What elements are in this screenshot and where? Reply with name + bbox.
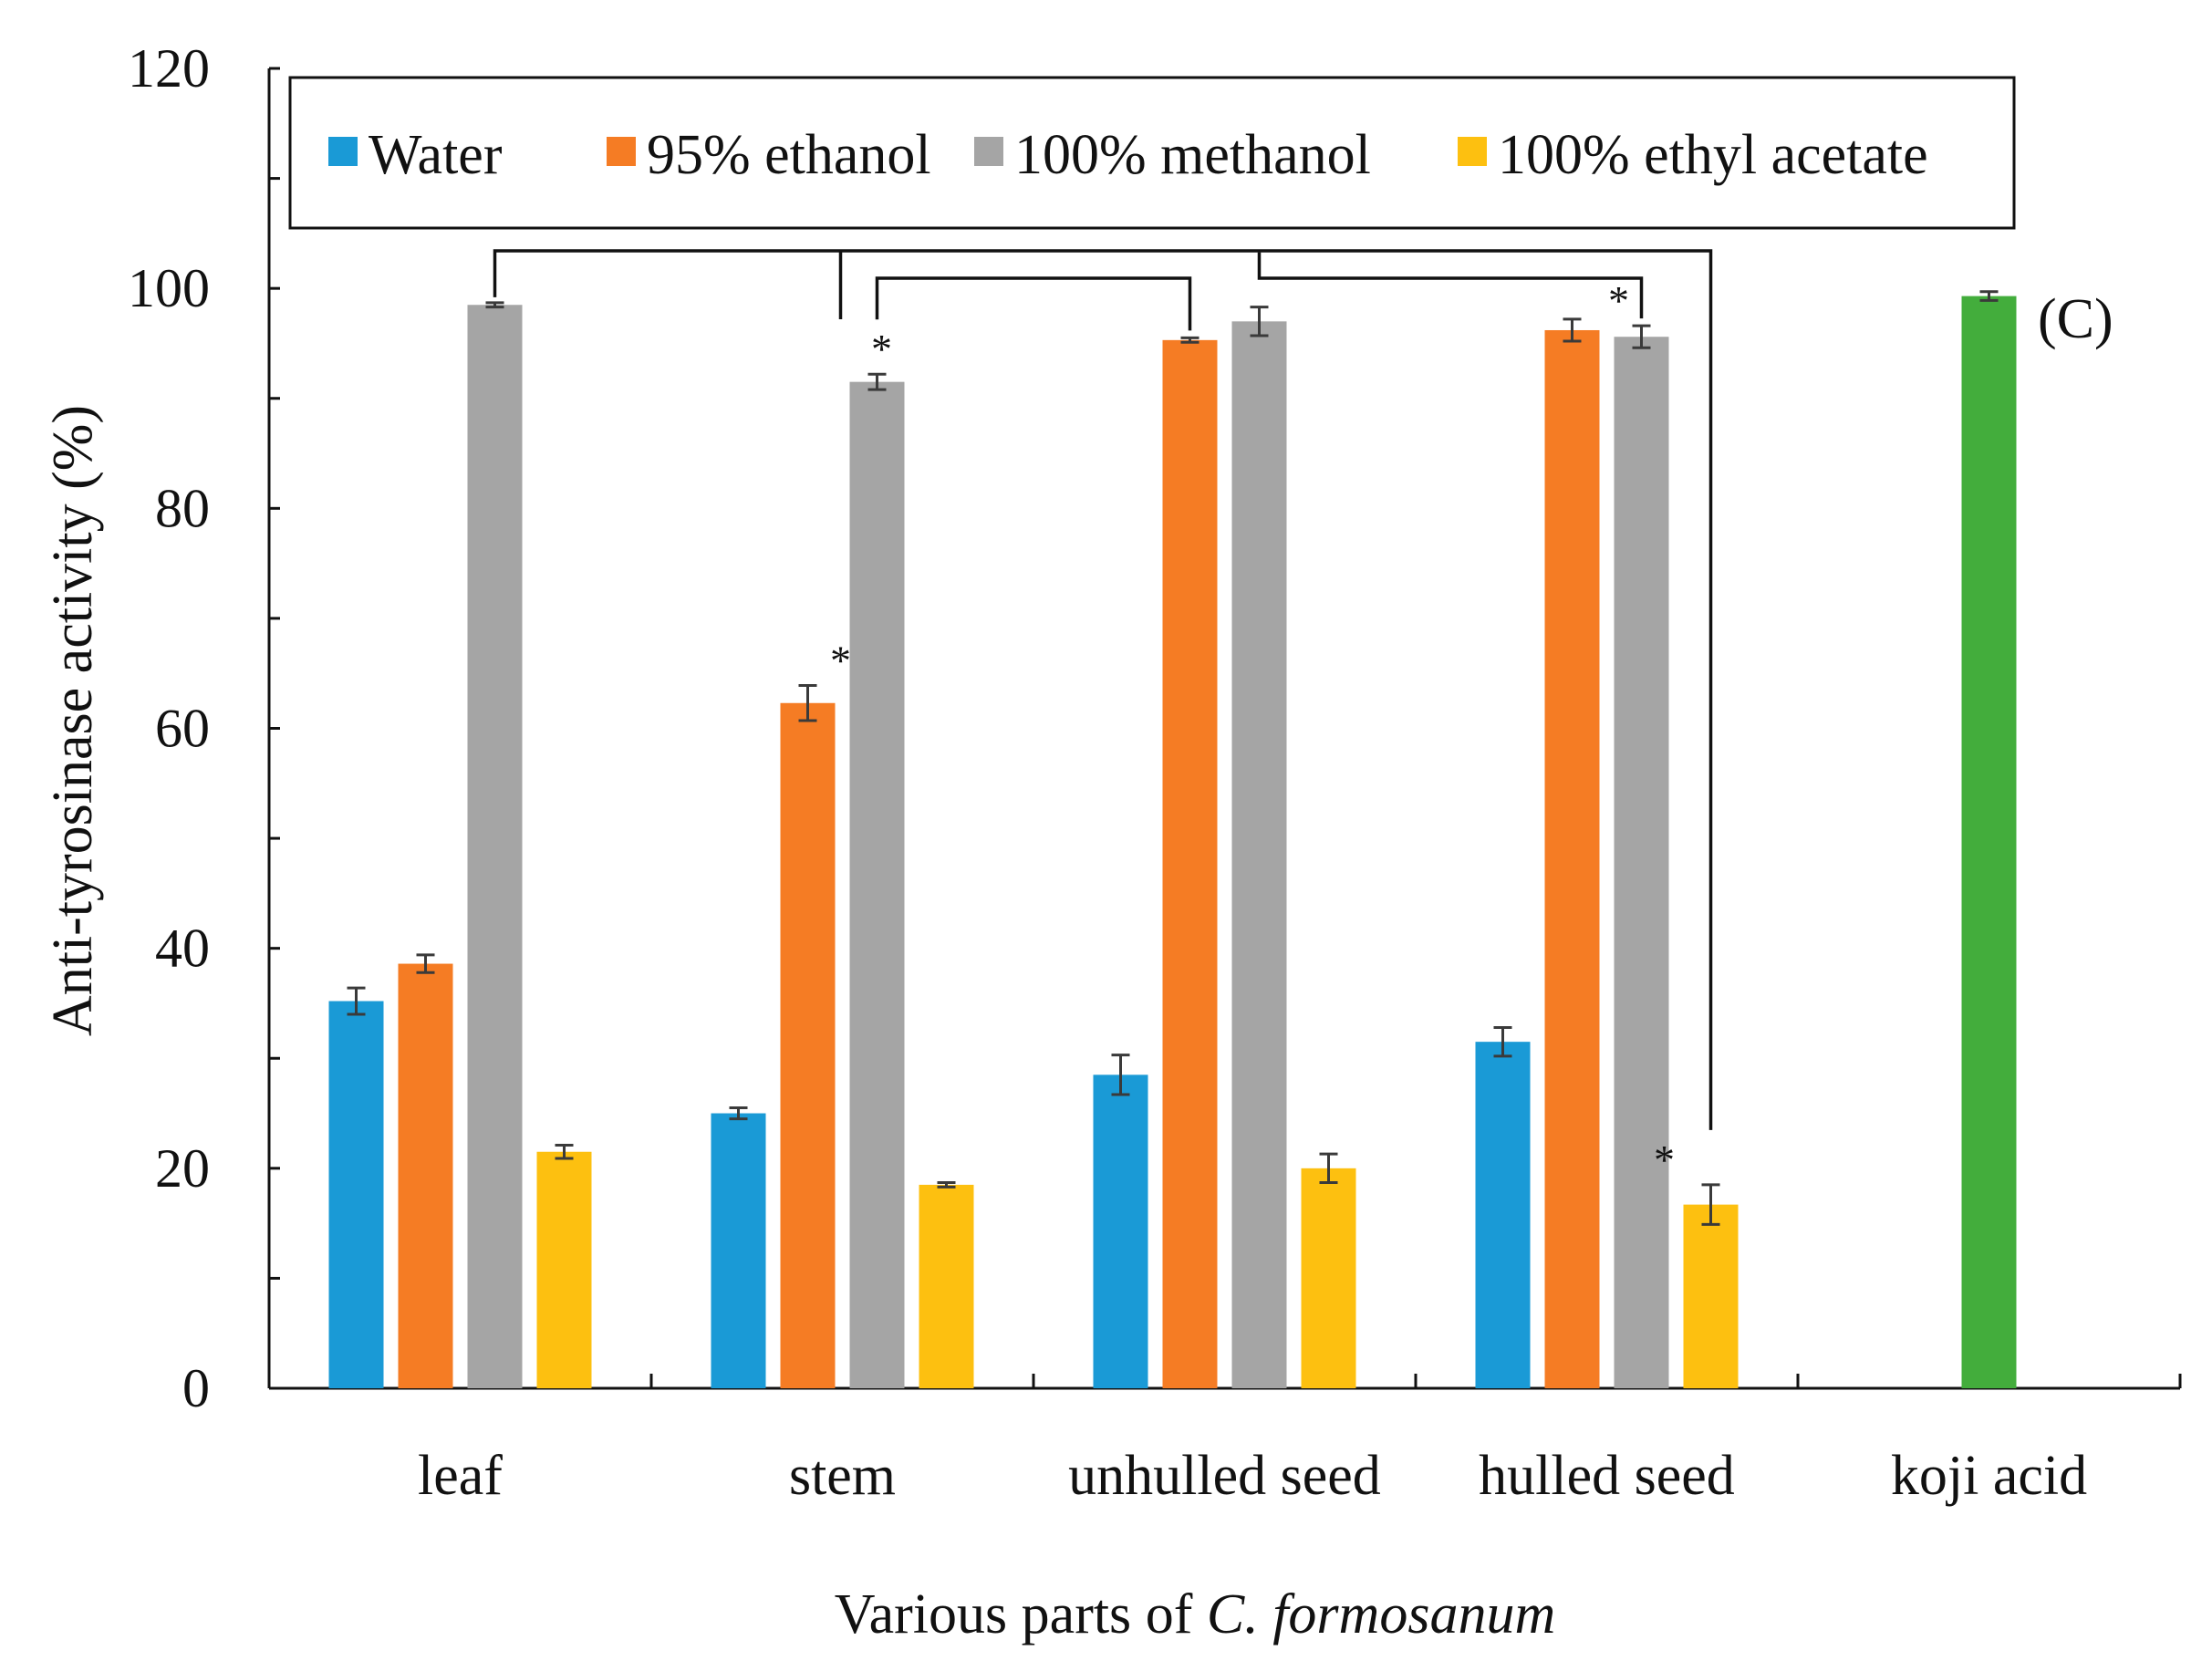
bar: [1231, 321, 1287, 1388]
bar: [536, 1151, 592, 1388]
x-category-label: unhulled seed: [1068, 1445, 1381, 1507]
bar: [398, 963, 453, 1388]
bar: [1093, 1074, 1148, 1388]
bar: [467, 305, 523, 1389]
y-tick-label: 80: [155, 478, 210, 538]
legend-swatch: [607, 137, 636, 166]
bar: [1683, 1204, 1739, 1388]
y-axis-title: Anti-tyrosinase activity (%): [42, 405, 104, 1036]
x-category-label: leaf: [418, 1445, 503, 1507]
bar: [328, 1001, 384, 1388]
x-axis-title-prefix: Various parts of: [835, 1583, 1207, 1645]
legend-swatch: [328, 137, 358, 166]
legend-box: [288, 76, 2016, 230]
y-tick-label: 40: [155, 919, 210, 979]
bars: [328, 296, 2017, 1389]
legend-label: 95% ethanol: [647, 124, 931, 186]
legend-swatch: [1458, 137, 1487, 166]
bar: [919, 1184, 974, 1388]
bar: [849, 381, 905, 1389]
x-axis-title: Various parts of C. formosanum: [835, 1583, 1555, 1645]
significance-asterisk: *: [871, 326, 892, 372]
error-bars: [347, 290, 1999, 1226]
x-category-label: stem: [789, 1445, 896, 1507]
y-tick-label: 100: [128, 258, 210, 318]
panel-label: (C): [2038, 288, 2113, 350]
bar: [1301, 1168, 1356, 1388]
y-tick-label: 0: [182, 1358, 210, 1418]
significance-bracket: [1257, 252, 1644, 319]
bar-control: [1961, 296, 2017, 1388]
x-category-label: koji acid: [1891, 1445, 2087, 1507]
significance-asterisk: *: [830, 637, 851, 683]
x-axis-title-species: C. formosanum: [1207, 1583, 1555, 1645]
significance-asterisk: *: [1654, 1137, 1675, 1183]
y-tick-label: 20: [155, 1138, 210, 1199]
axes: 0 20 40 60 80 100 120 leaf stem unhulled seed hull…: [128, 38, 2182, 1507]
legend-label: 100% methanol: [1014, 124, 1371, 186]
significance-bracket: [493, 249, 1713, 1130]
bar: [780, 702, 836, 1388]
significance-bracket: [875, 276, 1192, 331]
legend-swatch: [974, 137, 1003, 166]
legend-label: Water: [369, 124, 503, 186]
significance-brackets: * * * *: [493, 249, 1713, 1183]
y-tick-label: 60: [155, 699, 210, 759]
y-tick-label: 120: [128, 38, 210, 99]
bar: [1544, 329, 1600, 1389]
x-category-label: hulled seed: [1479, 1445, 1735, 1507]
significance-asterisk: *: [1608, 277, 1629, 324]
bar: [711, 1113, 766, 1388]
legend: Water 95% ethanol 100% methanol 100% ethyl …: [288, 76, 2016, 230]
bar: [1614, 337, 1669, 1388]
legend-label: 100% ethyl acetate: [1498, 124, 1928, 186]
bar: [1162, 339, 1218, 1388]
bar: [1475, 1042, 1531, 1388]
